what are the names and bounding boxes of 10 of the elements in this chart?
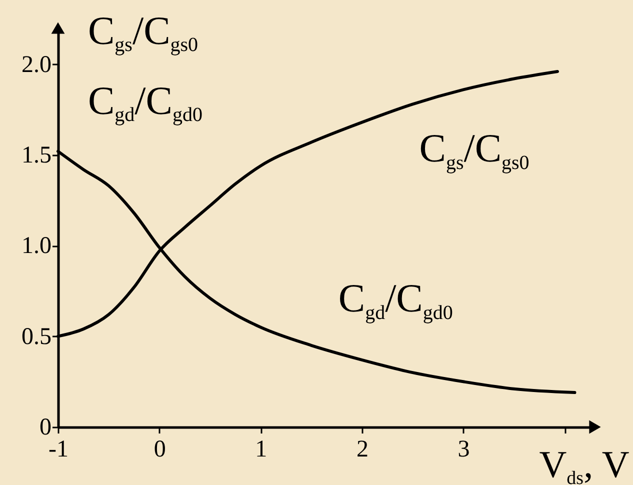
x-tick-label: 1: [255, 436, 268, 462]
x-tick-label: 3: [458, 436, 470, 462]
x-tick-label: 0: [154, 436, 166, 462]
y-tick-label: 1.5: [22, 142, 52, 168]
y-tick-label: 1.0: [22, 233, 52, 260]
x-tick-label: -1: [48, 436, 68, 462]
y-tick-label: 2.0: [22, 52, 52, 78]
y-tick-label: 0.5: [22, 324, 52, 350]
x-tick-label: 2: [356, 436, 368, 462]
y-tick-label: 0: [40, 414, 52, 440]
